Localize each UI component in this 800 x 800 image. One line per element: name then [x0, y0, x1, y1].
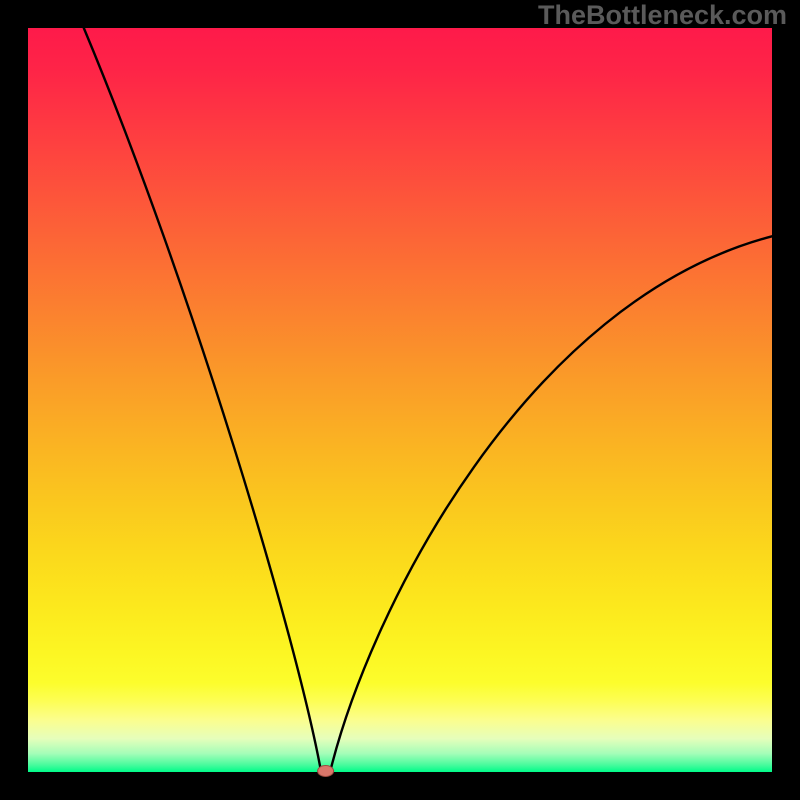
bottleneck-chart [0, 0, 800, 800]
plot-background [28, 28, 772, 772]
watermark-text: TheBottleneck.com [538, 0, 787, 31]
optimal-point-marker [318, 766, 334, 777]
